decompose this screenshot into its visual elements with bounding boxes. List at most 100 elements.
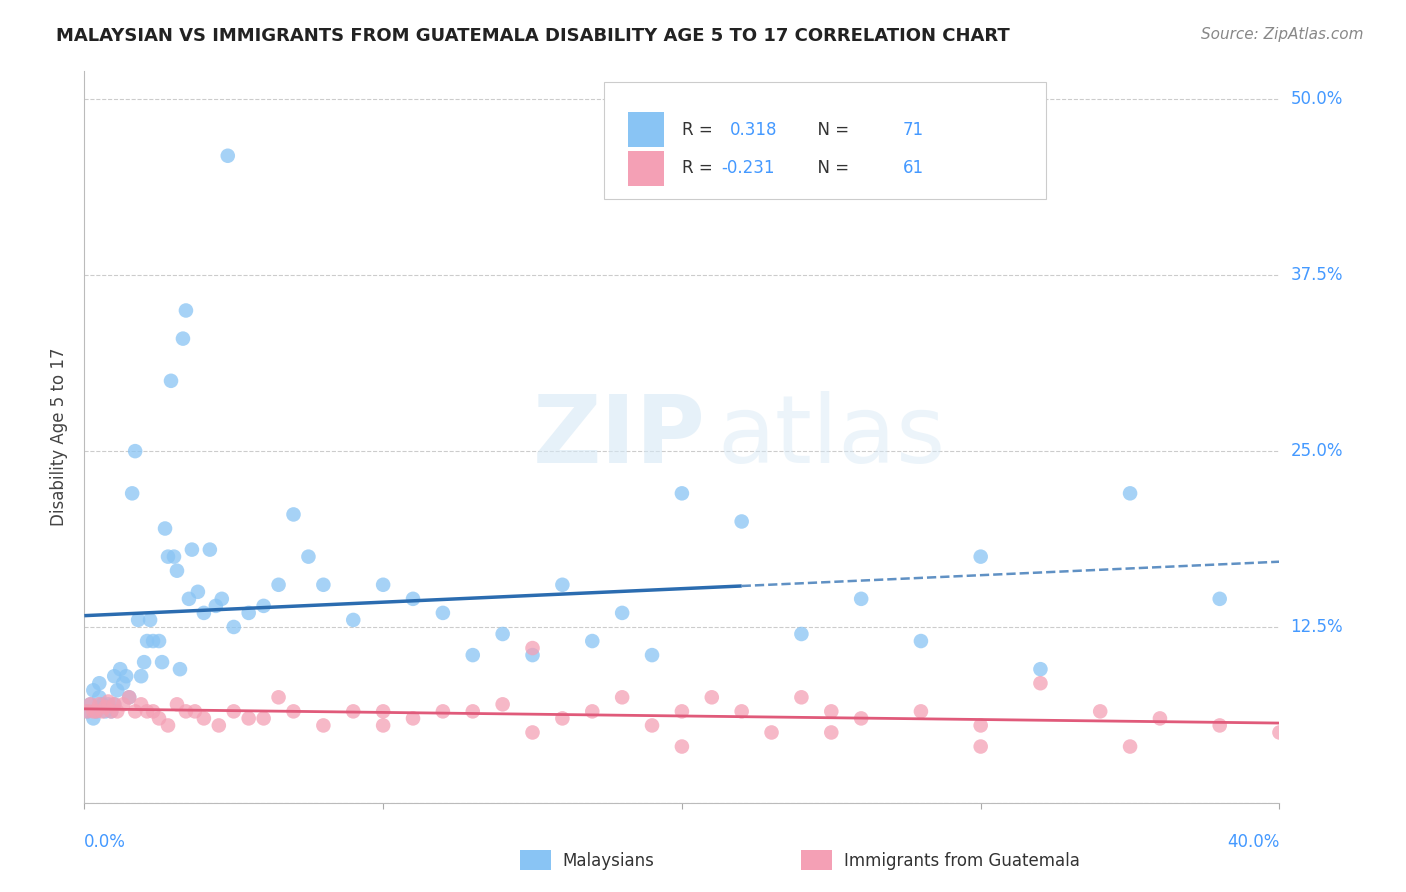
Text: Immigrants from Guatemala: Immigrants from Guatemala (844, 852, 1080, 870)
Point (89, 690, 111, 705)
Point (910, 634, 932, 648)
Point (91, 705, 114, 719)
Point (820, 705, 842, 719)
Point (184, 705, 207, 719)
Point (103, 698, 125, 712)
Point (94, 700, 117, 714)
Point (139, 613, 162, 627)
Point (86, 705, 108, 719)
Bar (628, 112, 664, 147)
Text: N =: N = (807, 121, 855, 139)
Point (112, 698, 135, 712)
Point (790, 627, 813, 641)
Point (217, 149, 239, 163)
Point (166, 564, 188, 578)
Point (157, 549, 180, 564)
Text: 40.0%: 40.0% (1227, 833, 1279, 851)
Point (118, 690, 141, 705)
Point (551, 578, 574, 592)
Point (208, 718, 231, 732)
Point (461, 705, 484, 719)
Point (610, 606, 633, 620)
Text: Source: ZipAtlas.com: Source: ZipAtlas.com (1201, 27, 1364, 42)
Point (461, 648, 484, 662)
Point (820, 725, 842, 739)
Point (731, 515, 754, 529)
Point (187, 584, 209, 599)
Point (105, 683, 128, 698)
Point (253, 599, 276, 613)
Point (1119, 739, 1142, 754)
Point (790, 690, 813, 705)
Point (1208, 591, 1232, 606)
Point (172, 332, 194, 346)
Text: 12.5%: 12.5% (1291, 618, 1343, 636)
Point (297, 549, 319, 564)
Point (148, 634, 170, 648)
Point (94, 705, 117, 719)
Point (671, 705, 693, 719)
Point (153, 521, 176, 535)
Point (1208, 718, 1232, 732)
Point (222, 620, 245, 634)
Point (253, 711, 276, 725)
Bar (628, 151, 664, 186)
Text: R =: R = (682, 121, 718, 139)
Y-axis label: Disability Age 5 to 17: Disability Age 5 to 17 (51, 348, 69, 526)
Point (89, 698, 111, 712)
FancyBboxPatch shape (605, 82, 1046, 200)
Text: 71: 71 (903, 121, 924, 139)
Point (371, 718, 394, 732)
Point (136, 705, 159, 719)
Point (124, 705, 146, 719)
Point (105, 705, 128, 719)
Point (112, 676, 135, 690)
Point (849, 711, 872, 725)
Point (1029, 676, 1052, 690)
Point (132, 655, 156, 669)
Point (150, 655, 173, 669)
Point (198, 542, 221, 557)
Point (492, 698, 515, 712)
Point (283, 508, 305, 522)
Point (1268, 725, 1291, 739)
Point (371, 705, 394, 719)
Point (76, 705, 98, 719)
Text: atlas: atlas (718, 391, 946, 483)
Point (174, 303, 197, 318)
Point (91, 698, 114, 712)
Point (267, 690, 290, 705)
Text: 50.0%: 50.0% (1291, 90, 1343, 109)
Point (402, 711, 425, 725)
Point (121, 486, 143, 500)
Point (100, 705, 122, 719)
Point (238, 606, 260, 620)
Point (180, 542, 202, 557)
Text: -0.231: -0.231 (721, 160, 775, 178)
Point (86, 705, 108, 719)
Text: N =: N = (807, 160, 855, 178)
Point (222, 705, 245, 719)
Text: ZIP: ZIP (533, 391, 706, 483)
Point (371, 578, 394, 592)
Point (193, 606, 215, 620)
Point (970, 718, 993, 732)
Point (731, 705, 754, 719)
Point (342, 705, 364, 719)
Point (522, 725, 544, 739)
Point (312, 718, 335, 732)
Point (100, 705, 122, 719)
Point (970, 549, 993, 564)
Point (641, 648, 664, 662)
Point (211, 591, 233, 606)
Point (761, 725, 783, 739)
Point (492, 627, 515, 641)
Point (1088, 705, 1111, 719)
Text: 25.0%: 25.0% (1291, 442, 1343, 460)
Point (177, 591, 200, 606)
Point (169, 662, 191, 676)
Point (402, 591, 425, 606)
Point (641, 718, 664, 732)
Point (89, 676, 111, 690)
Point (432, 606, 454, 620)
